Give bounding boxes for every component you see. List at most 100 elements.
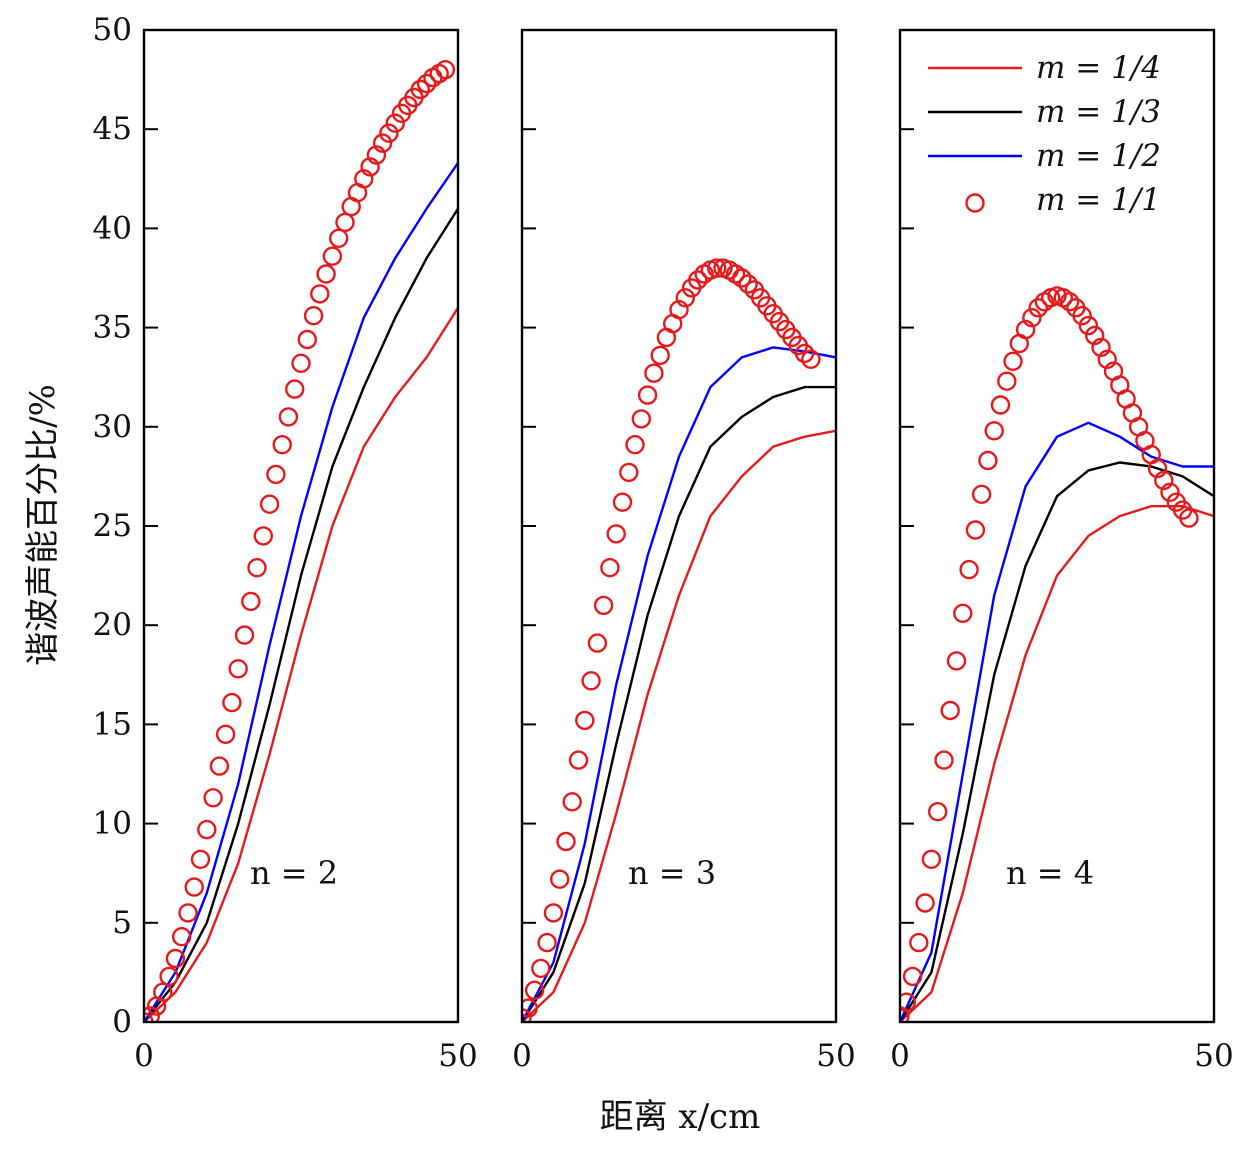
series-point bbox=[971, 484, 992, 504]
series-point bbox=[1022, 308, 1042, 328]
x-tick-label: 0 bbox=[512, 1038, 532, 1074]
series-point bbox=[600, 558, 620, 578]
series-point bbox=[909, 932, 929, 953]
series-point bbox=[997, 371, 1017, 391]
series-point bbox=[360, 157, 380, 177]
x-tick-label: 0 bbox=[890, 1038, 910, 1074]
series-point bbox=[266, 464, 286, 485]
series-point bbox=[259, 494, 280, 514]
series-point bbox=[522, 998, 538, 1018]
series-point bbox=[222, 692, 242, 713]
legend: m = 1/4 m = 1/3 m = 1/2 m = 1/1 bbox=[928, 50, 1161, 218]
series-point bbox=[435, 59, 456, 80]
series-point bbox=[543, 903, 564, 923]
y-tick-label: 10 bbox=[93, 806, 132, 842]
series-line bbox=[522, 429, 836, 1022]
series-point bbox=[316, 264, 336, 284]
plot-panels: 0 50 n = 2 0 50 n = 3 0 50 n = 4 bbox=[134, 28, 1234, 1074]
series-point bbox=[568, 750, 589, 770]
y-axis-title: 谐波声能百分比/% bbox=[23, 384, 63, 666]
series-line bbox=[144, 207, 458, 1022]
series-point bbox=[669, 300, 689, 320]
series-point bbox=[978, 450, 998, 471]
panel-3: 0 50 n = 4 bbox=[890, 28, 1234, 1074]
series-point bbox=[285, 379, 305, 399]
series-point bbox=[1059, 292, 1080, 312]
series-point bbox=[241, 591, 261, 612]
panel-2: 0 50 n = 3 bbox=[512, 28, 856, 1074]
y-tick-label: 20 bbox=[93, 607, 132, 643]
series-point bbox=[372, 133, 393, 153]
series-point bbox=[928, 802, 948, 822]
series-point bbox=[410, 79, 430, 100]
series-point bbox=[171, 927, 192, 947]
series-point bbox=[190, 849, 211, 869]
series-point bbox=[637, 385, 658, 405]
series-point bbox=[159, 966, 179, 987]
series-point bbox=[354, 169, 374, 189]
series-point bbox=[522, 1008, 532, 1022]
series-point bbox=[959, 559, 979, 580]
y-tick-label: 5 bbox=[112, 905, 132, 941]
series-point bbox=[900, 1006, 910, 1022]
series-point bbox=[1072, 306, 1092, 326]
series-point bbox=[625, 435, 645, 455]
series-point bbox=[1147, 458, 1168, 479]
series-line bbox=[522, 385, 836, 1022]
series-point bbox=[385, 113, 405, 133]
series-point bbox=[178, 903, 198, 923]
series-point bbox=[946, 651, 967, 671]
series-line bbox=[144, 307, 458, 1022]
series-point bbox=[228, 659, 248, 679]
series-point bbox=[253, 526, 273, 546]
series-point bbox=[1078, 315, 1099, 336]
series-point bbox=[303, 306, 324, 326]
x-tick-label: 50 bbox=[438, 1038, 477, 1074]
series-point bbox=[1097, 349, 1117, 369]
x-tick-label: 0 bbox=[134, 1038, 154, 1074]
y-tick-label: 25 bbox=[93, 508, 132, 544]
series-point bbox=[1028, 298, 1048, 318]
series-point bbox=[794, 343, 815, 364]
series-point bbox=[915, 893, 935, 913]
series-point bbox=[688, 270, 708, 290]
series-point bbox=[644, 363, 664, 383]
series-point bbox=[379, 123, 399, 143]
series-point bbox=[247, 558, 267, 578]
series-point bbox=[732, 268, 752, 288]
panel-2-data bbox=[522, 258, 836, 1022]
series-point bbox=[531, 958, 551, 979]
panel-1-data bbox=[144, 59, 458, 1022]
series-point bbox=[165, 948, 186, 969]
series-point bbox=[940, 700, 960, 721]
series-point bbox=[550, 869, 570, 889]
series-point bbox=[900, 992, 916, 1012]
y-tick-label: 0 bbox=[112, 1004, 132, 1040]
legend-swatch-marker bbox=[965, 193, 985, 213]
series-point bbox=[1160, 482, 1180, 502]
series-point bbox=[537, 932, 557, 953]
series-line bbox=[144, 162, 458, 1022]
series-point bbox=[366, 145, 387, 165]
series-point bbox=[562, 792, 582, 812]
series-point bbox=[215, 724, 236, 744]
series-point bbox=[953, 603, 973, 623]
series-point bbox=[310, 284, 330, 304]
panel-3-data bbox=[900, 286, 1214, 1022]
series-point bbox=[707, 258, 727, 278]
legend-label: m = 1/1 bbox=[1036, 182, 1161, 218]
series-point bbox=[524, 980, 545, 1000]
series-point bbox=[631, 409, 651, 429]
panel-label: n = 4 bbox=[1006, 854, 1094, 892]
panel-1: 0 50 n = 2 bbox=[134, 28, 478, 1074]
series-point bbox=[203, 788, 223, 808]
y-tick-label: 15 bbox=[93, 706, 132, 742]
series-point bbox=[984, 421, 1004, 441]
series-point bbox=[272, 435, 292, 455]
series-point bbox=[587, 633, 608, 653]
legend-label: m = 1/4 bbox=[1036, 50, 1161, 86]
legend-label: m = 1/3 bbox=[1036, 94, 1161, 130]
series-point bbox=[902, 966, 923, 987]
series-point bbox=[1003, 351, 1023, 371]
panel-label: n = 2 bbox=[250, 854, 338, 892]
